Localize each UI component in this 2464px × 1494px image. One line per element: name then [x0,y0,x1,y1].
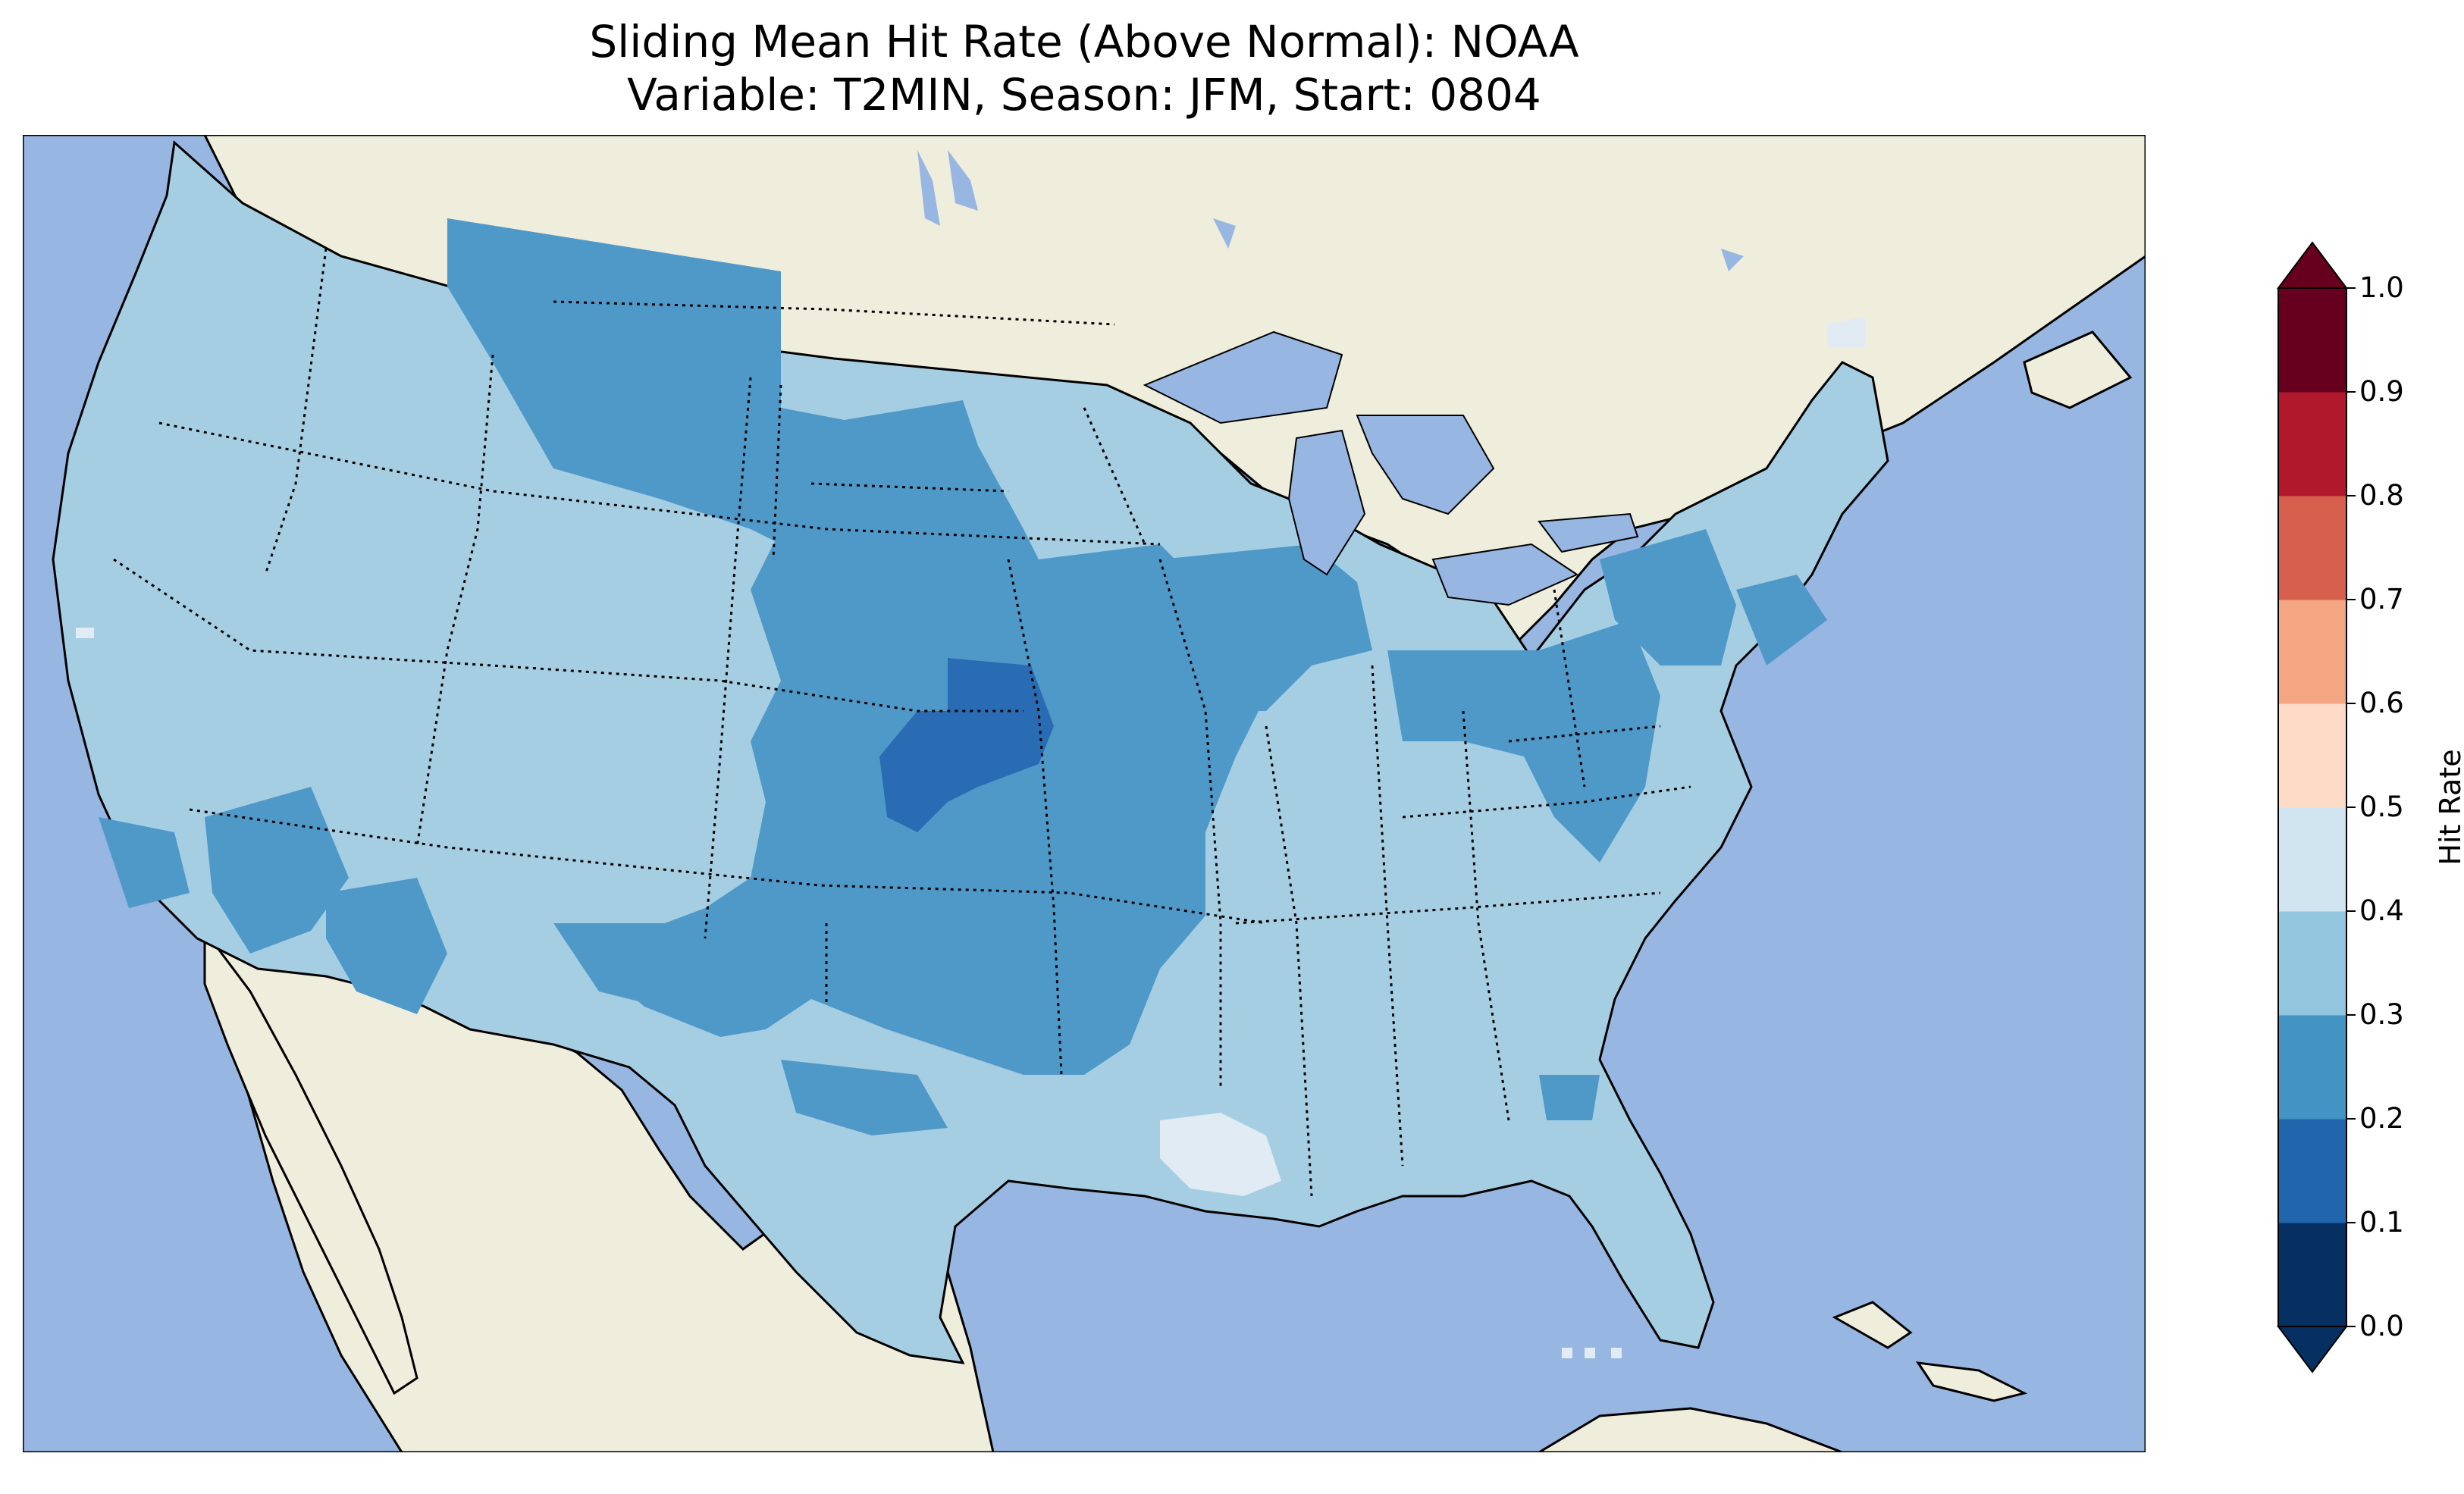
island-2 [1915,1361,2028,1402]
canadian-lakes [917,150,1744,271]
colorbar-tick-label: 0.0 [2359,1310,2404,1342]
colorbar-tick-label: 0.2 [2359,1102,2404,1135]
gulf-detail-marks [76,628,1622,1358]
map-panel [23,135,2146,1452]
colorbar-segment [2278,911,2346,1016]
chart-title: Sliding Mean Hit Rate (Above Normal): NO… [23,15,2146,121]
colorbar-segment [2278,703,2346,808]
baja-peninsula [203,927,419,1395]
colorbar-segment [2278,1015,2346,1120]
colorbar-segment [2278,288,2346,393]
colorbar-segment [2278,1119,2346,1223]
colorbar-tick-label: 0.4 [2359,894,2404,927]
title-line-2: Variable: T2MIN, Season: JFM, Start: 080… [627,69,1541,121]
hit-rate-0.4-0.5-regions [1160,317,1865,1196]
hit-rate-0.1-0.2-regions [879,658,1054,832]
map-svg [23,135,2146,1452]
colorbar-over-extension [2277,241,2348,289]
colorbar-segments [2277,287,2347,1327]
colorbar-label: Hit Rate [2434,749,2464,866]
colorbar-segment [2278,496,2346,600]
state-borders [113,248,1691,1197]
southern-landmass [1537,1407,1843,1452]
maritime-island [2023,330,2133,409]
colorbar-tick-label: 0.7 [2359,583,2404,615]
island-1 [1832,1301,1913,1349]
colorbar-segment [2278,807,2346,912]
colorbar-tick-label: 0.1 [2359,1206,2404,1239]
colorbar-tick-label: 1.0 [2359,271,2404,304]
colorbar-tick-label: 0.5 [2359,791,2404,823]
colorbar-segment [2278,1223,2346,1327]
colorbar-tick-label: 0.9 [2359,375,2404,408]
colorbar-tick-label: 0.8 [2359,479,2404,512]
colorbar-segment [2278,392,2346,496]
colorbar-tick-label: 0.6 [2359,687,2404,719]
colorbar-under-extension [2277,1326,2348,1373]
colorbar [2277,241,2356,1373]
colorbar-segment [2278,600,2346,704]
colorbar-tick-marks [2346,287,2356,1327]
great-lakes [1143,330,1639,606]
colorbar-tick-label: 0.3 [2359,998,2404,1031]
title-line-1: Sliding Mean Hit Rate (Above Normal): NO… [589,16,1579,67]
